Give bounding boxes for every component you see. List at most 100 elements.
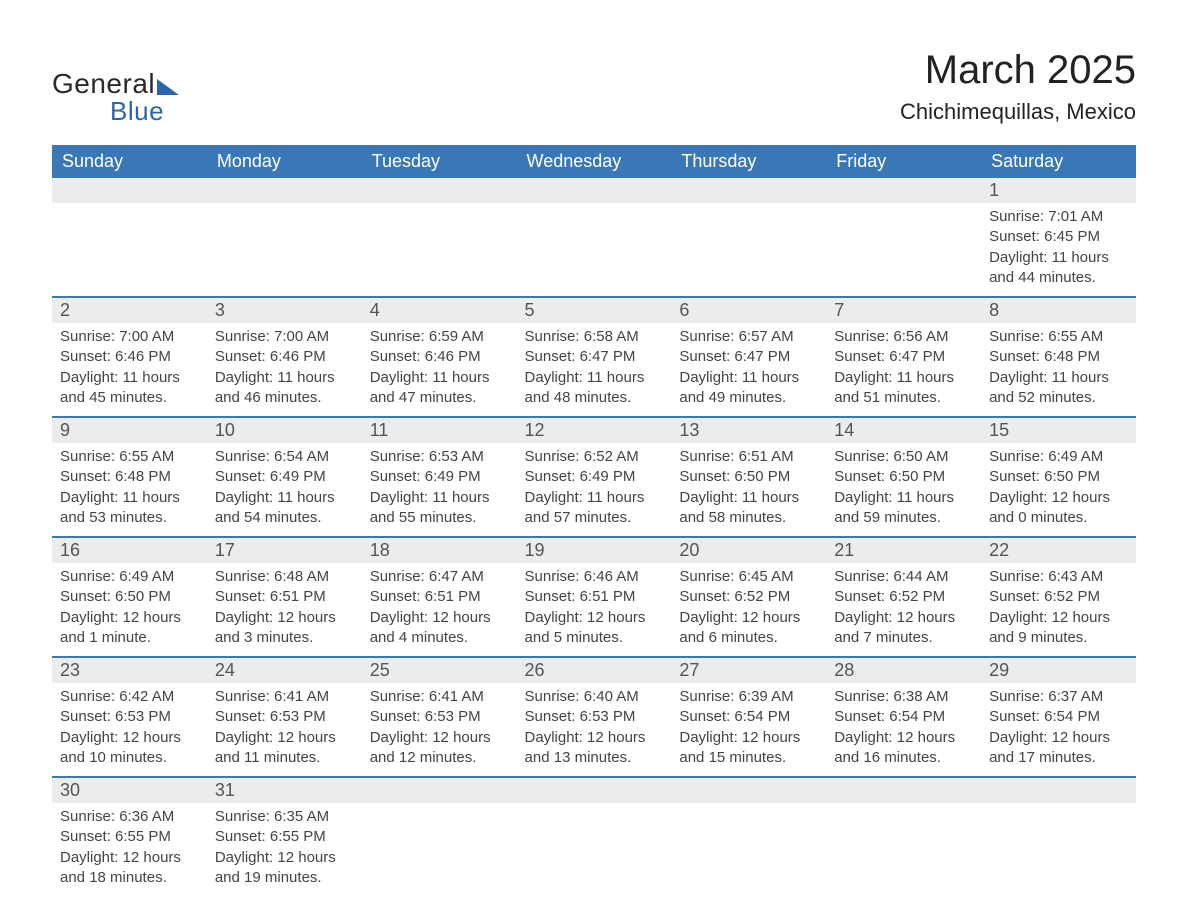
day-cell-data: Sunrise: 6:57 AMSunset: 6:47 PMDaylight:… bbox=[671, 323, 826, 417]
logo-word2: Blue bbox=[110, 96, 164, 127]
day-details: Sunrise: 6:59 AMSunset: 6:46 PMDaylight:… bbox=[362, 323, 517, 416]
day-cell-number: 26 bbox=[517, 657, 672, 683]
day-cell-number: 19 bbox=[517, 537, 672, 563]
week-daynum-row: 1 bbox=[52, 178, 1136, 203]
day-number: 28 bbox=[826, 658, 981, 683]
day-cell-number: 5 bbox=[517, 297, 672, 323]
day-details: Sunrise: 6:36 AMSunset: 6:55 PMDaylight:… bbox=[52, 803, 207, 896]
day-cell-number: 7 bbox=[826, 297, 981, 323]
day-details: Sunrise: 6:57 AMSunset: 6:47 PMDaylight:… bbox=[671, 323, 826, 416]
day-details: Sunrise: 6:56 AMSunset: 6:47 PMDaylight:… bbox=[826, 323, 981, 416]
day-details: Sunrise: 6:44 AMSunset: 6:52 PMDaylight:… bbox=[826, 563, 981, 656]
day-cell-number: 9 bbox=[52, 417, 207, 443]
week-data-row: Sunrise: 6:55 AMSunset: 6:48 PMDaylight:… bbox=[52, 443, 1136, 537]
day-number: 4 bbox=[362, 298, 517, 323]
day-details: Sunrise: 6:49 AMSunset: 6:50 PMDaylight:… bbox=[981, 443, 1136, 536]
day-details: Sunrise: 6:58 AMSunset: 6:47 PMDaylight:… bbox=[517, 323, 672, 416]
day-number bbox=[362, 778, 517, 782]
day-cell-number: 3 bbox=[207, 297, 362, 323]
day-details: Sunrise: 6:54 AMSunset: 6:49 PMDaylight:… bbox=[207, 443, 362, 536]
day-number: 10 bbox=[207, 418, 362, 443]
day-number: 19 bbox=[517, 538, 672, 563]
day-number: 31 bbox=[207, 778, 362, 803]
day-cell-number: 18 bbox=[362, 537, 517, 563]
weekday-header: Thursday bbox=[671, 145, 826, 178]
day-details: Sunrise: 6:48 AMSunset: 6:51 PMDaylight:… bbox=[207, 563, 362, 656]
day-details: Sunrise: 6:37 AMSunset: 6:54 PMDaylight:… bbox=[981, 683, 1136, 776]
day-cell-data: Sunrise: 6:42 AMSunset: 6:53 PMDaylight:… bbox=[52, 683, 207, 777]
day-cell-number: 31 bbox=[207, 777, 362, 803]
day-cell-number bbox=[517, 178, 672, 203]
day-cell-data bbox=[826, 203, 981, 297]
day-cell-data: Sunrise: 6:49 AMSunset: 6:50 PMDaylight:… bbox=[52, 563, 207, 657]
day-cell-data bbox=[981, 803, 1136, 896]
day-cell-number: 14 bbox=[826, 417, 981, 443]
day-details: Sunrise: 6:55 AMSunset: 6:48 PMDaylight:… bbox=[981, 323, 1136, 416]
day-cell-data: Sunrise: 6:53 AMSunset: 6:49 PMDaylight:… bbox=[362, 443, 517, 537]
day-details bbox=[826, 803, 981, 835]
week-data-row: Sunrise: 6:42 AMSunset: 6:53 PMDaylight:… bbox=[52, 683, 1136, 777]
day-details bbox=[826, 203, 981, 235]
title-block: March 2025 Chichimequillas, Mexico bbox=[900, 48, 1136, 125]
day-number: 21 bbox=[826, 538, 981, 563]
day-number: 26 bbox=[517, 658, 672, 683]
day-cell-data bbox=[826, 803, 981, 896]
day-cell-number bbox=[981, 777, 1136, 803]
day-details: Sunrise: 6:52 AMSunset: 6:49 PMDaylight:… bbox=[517, 443, 672, 536]
day-cell-data: Sunrise: 6:49 AMSunset: 6:50 PMDaylight:… bbox=[981, 443, 1136, 537]
week-data-row: Sunrise: 6:49 AMSunset: 6:50 PMDaylight:… bbox=[52, 563, 1136, 657]
day-cell-data bbox=[517, 803, 672, 896]
day-cell-data bbox=[362, 803, 517, 896]
day-number bbox=[517, 178, 672, 182]
day-cell-data: Sunrise: 6:54 AMSunset: 6:49 PMDaylight:… bbox=[207, 443, 362, 537]
day-cell-data: Sunrise: 6:38 AMSunset: 6:54 PMDaylight:… bbox=[826, 683, 981, 777]
day-cell-data: Sunrise: 7:01 AMSunset: 6:45 PMDaylight:… bbox=[981, 203, 1136, 297]
day-cell-number: 21 bbox=[826, 537, 981, 563]
day-cell-number bbox=[517, 777, 672, 803]
day-number: 27 bbox=[671, 658, 826, 683]
day-cell-data: Sunrise: 6:39 AMSunset: 6:54 PMDaylight:… bbox=[671, 683, 826, 777]
day-details: Sunrise: 6:55 AMSunset: 6:48 PMDaylight:… bbox=[52, 443, 207, 536]
day-number: 18 bbox=[362, 538, 517, 563]
day-cell-number bbox=[207, 178, 362, 203]
day-number: 9 bbox=[52, 418, 207, 443]
day-number: 23 bbox=[52, 658, 207, 683]
day-cell-data: Sunrise: 6:55 AMSunset: 6:48 PMDaylight:… bbox=[981, 323, 1136, 417]
day-details bbox=[362, 803, 517, 835]
day-number bbox=[362, 178, 517, 182]
day-details bbox=[52, 203, 207, 235]
day-cell-data: Sunrise: 6:40 AMSunset: 6:53 PMDaylight:… bbox=[517, 683, 672, 777]
day-details: Sunrise: 6:41 AMSunset: 6:53 PMDaylight:… bbox=[362, 683, 517, 776]
logo-triangle-icon bbox=[157, 79, 179, 95]
day-details: Sunrise: 6:49 AMSunset: 6:50 PMDaylight:… bbox=[52, 563, 207, 656]
day-cell-number: 6 bbox=[671, 297, 826, 323]
weekday-header: Saturday bbox=[981, 145, 1136, 178]
day-cell-data bbox=[207, 203, 362, 297]
day-cell-number: 16 bbox=[52, 537, 207, 563]
day-cell-number bbox=[362, 178, 517, 203]
day-details: Sunrise: 6:41 AMSunset: 6:53 PMDaylight:… bbox=[207, 683, 362, 776]
day-details: Sunrise: 6:39 AMSunset: 6:54 PMDaylight:… bbox=[671, 683, 826, 776]
day-details: Sunrise: 6:51 AMSunset: 6:50 PMDaylight:… bbox=[671, 443, 826, 536]
weekday-header: Wednesday bbox=[517, 145, 672, 178]
day-number: 22 bbox=[981, 538, 1136, 563]
day-cell-number: 29 bbox=[981, 657, 1136, 683]
day-cell-data: Sunrise: 6:35 AMSunset: 6:55 PMDaylight:… bbox=[207, 803, 362, 896]
day-cell-data bbox=[517, 203, 672, 297]
day-cell-data bbox=[671, 203, 826, 297]
day-cell-data: Sunrise: 6:46 AMSunset: 6:51 PMDaylight:… bbox=[517, 563, 672, 657]
day-cell-number bbox=[671, 777, 826, 803]
day-details: Sunrise: 6:38 AMSunset: 6:54 PMDaylight:… bbox=[826, 683, 981, 776]
day-number: 24 bbox=[207, 658, 362, 683]
day-cell-data: Sunrise: 6:47 AMSunset: 6:51 PMDaylight:… bbox=[362, 563, 517, 657]
day-cell-data: Sunrise: 6:56 AMSunset: 6:47 PMDaylight:… bbox=[826, 323, 981, 417]
day-details bbox=[671, 803, 826, 835]
day-cell-number bbox=[826, 178, 981, 203]
day-cell-data: Sunrise: 6:59 AMSunset: 6:46 PMDaylight:… bbox=[362, 323, 517, 417]
day-cell-number: 17 bbox=[207, 537, 362, 563]
day-details: Sunrise: 6:40 AMSunset: 6:53 PMDaylight:… bbox=[517, 683, 672, 776]
day-cell-number: 24 bbox=[207, 657, 362, 683]
day-number: 5 bbox=[517, 298, 672, 323]
day-cell-data: Sunrise: 6:51 AMSunset: 6:50 PMDaylight:… bbox=[671, 443, 826, 537]
day-cell-number: 1 bbox=[981, 178, 1136, 203]
